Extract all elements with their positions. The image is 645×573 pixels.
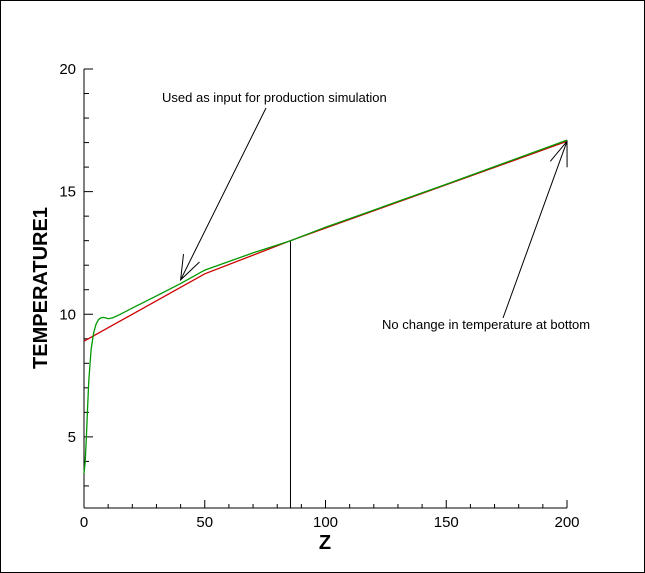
- series-line-2: [83, 139, 568, 474]
- annotations: Used as input for production simulation …: [162, 90, 590, 332]
- annotation-arrow-production: [179, 107, 267, 282]
- tick-labels: 0 50 100 150 200 5 10 15 20: [59, 61, 579, 531]
- y-tick-label: 15: [59, 184, 76, 201]
- x-axis-title: Z: [319, 532, 331, 554]
- annotation-arrow-bottom: [502, 139, 568, 319]
- y-tick-label: 20: [59, 61, 76, 78]
- y-tick-label: 5: [68, 429, 76, 446]
- x-tick-label: 100: [313, 514, 338, 531]
- annotation-production-input: Used as input for production simulation: [162, 90, 387, 105]
- x-tick-label: 0: [80, 514, 88, 531]
- axes: [83, 69, 567, 509]
- x-tick-label: 150: [434, 514, 459, 531]
- annotation-no-change-bottom: No change in temperature at bottom: [382, 317, 590, 332]
- y-tick-label: 10: [59, 306, 76, 323]
- y-axis-title: TEMPERATURE1: [30, 207, 52, 369]
- series-group: [83, 139, 568, 508]
- x-tick-label: 200: [554, 514, 579, 531]
- x-tick-label: 50: [196, 514, 213, 531]
- ticks: [83, 68, 568, 508]
- series-line-1: [83, 140, 568, 342]
